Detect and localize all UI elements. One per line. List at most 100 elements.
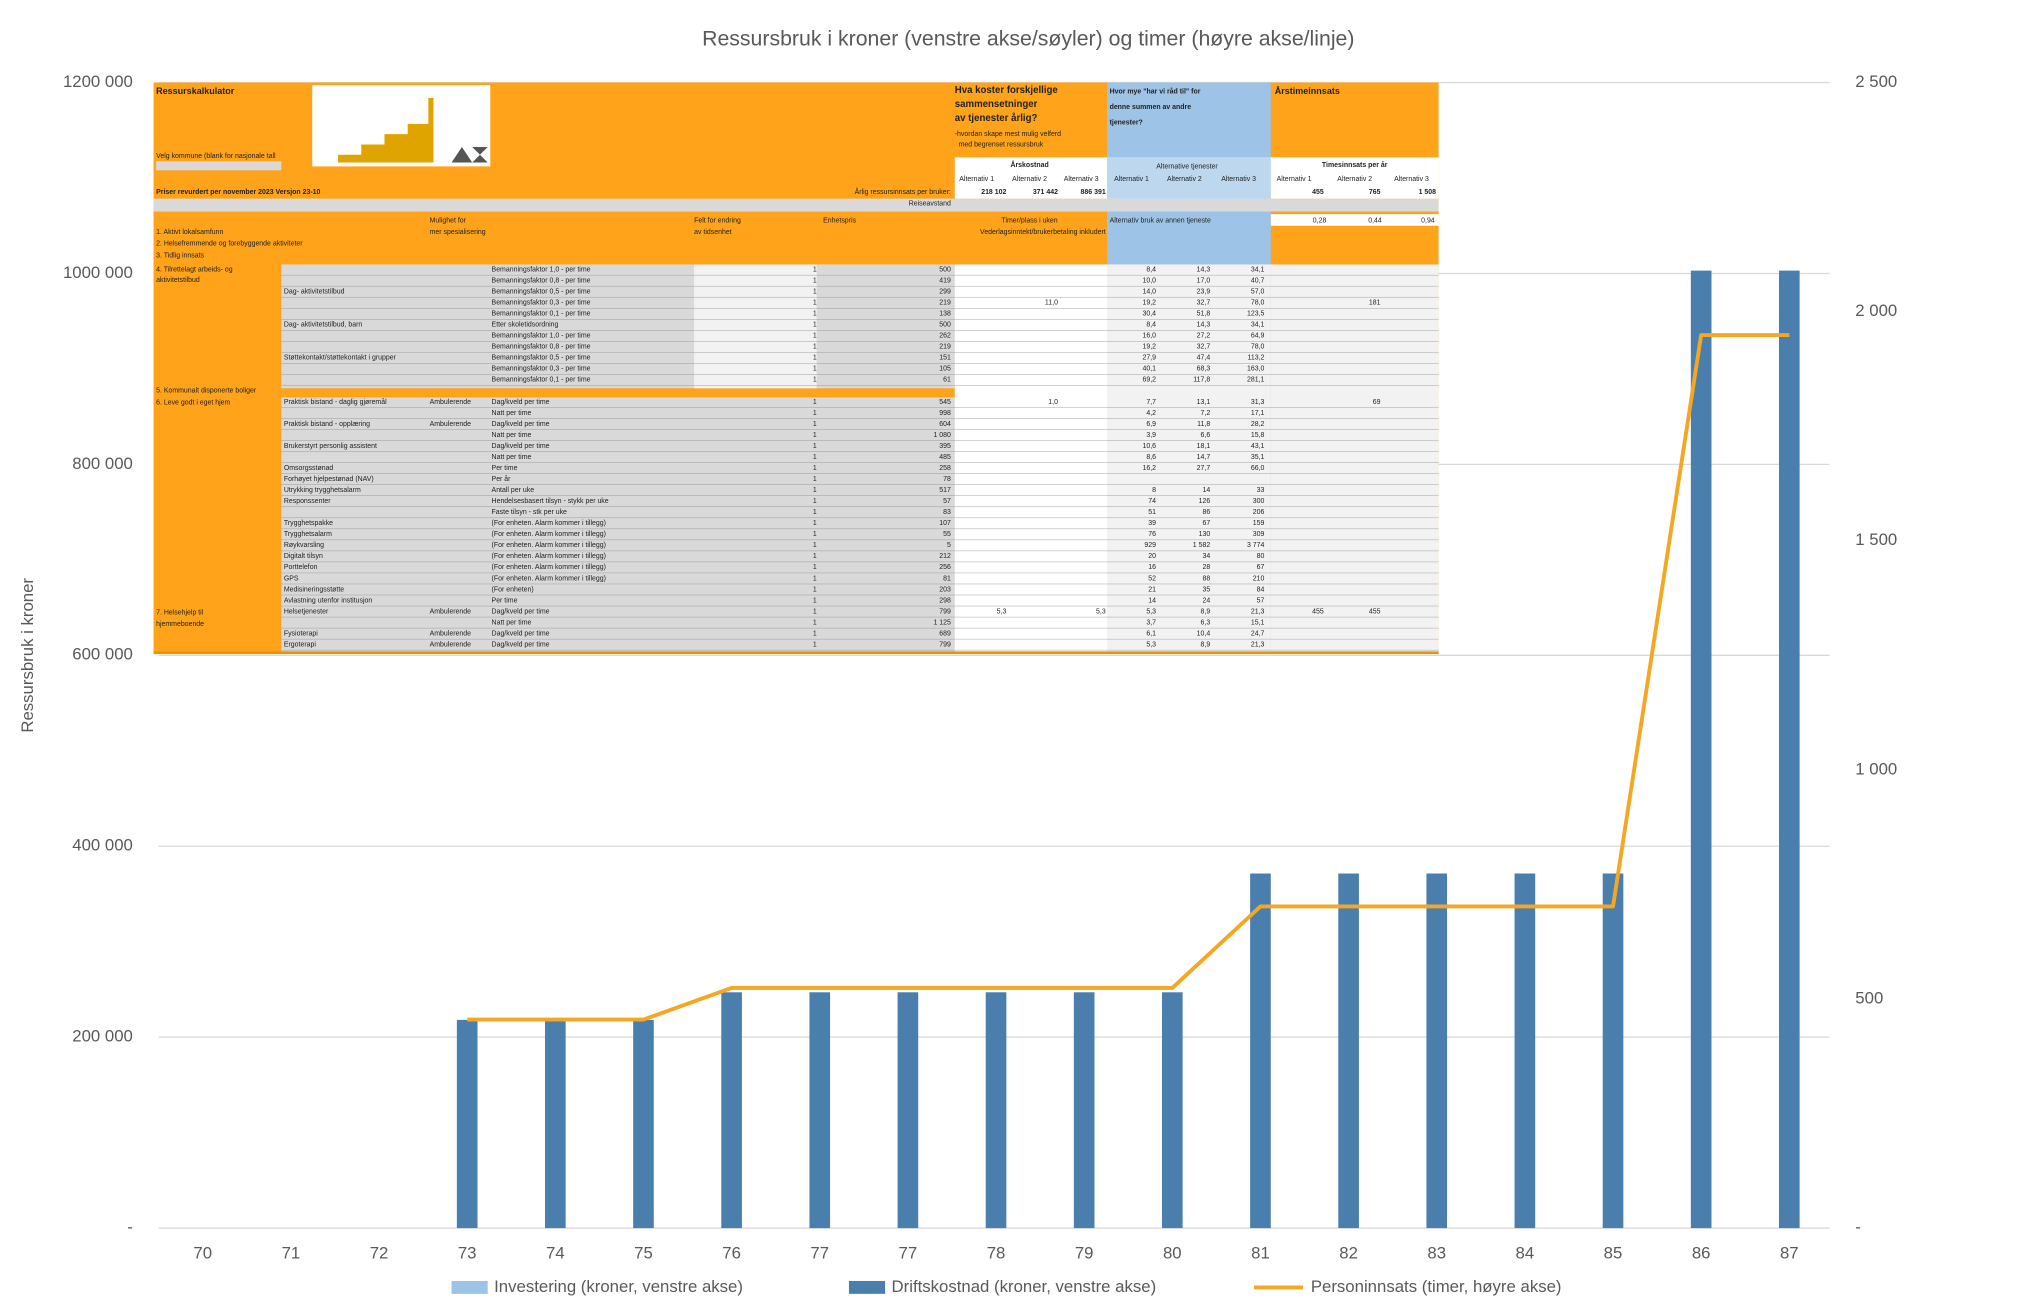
y2-tick-label: 2 500 bbox=[1855, 72, 1897, 91]
cell-alt: 80 bbox=[1257, 553, 1265, 560]
alt-label: Alternativ 2 bbox=[1337, 176, 1372, 183]
cell-alt: 16,0 bbox=[1142, 333, 1156, 340]
cell-unit: Dag/kveld per time bbox=[492, 641, 550, 648]
cell-alt: 300 bbox=[1253, 498, 1265, 505]
cell-qty: 1 bbox=[813, 344, 817, 351]
cell-alt: 34,1 bbox=[1251, 266, 1265, 273]
cell-price: 258 bbox=[939, 465, 951, 472]
cell-price: 299 bbox=[939, 289, 951, 296]
cell-unit: Bemanningsfaktor 0,3 - per time bbox=[492, 300, 591, 307]
cell-qty: 1 bbox=[813, 410, 817, 417]
bar bbox=[1338, 874, 1359, 1229]
cell-qty: 1 bbox=[813, 399, 817, 406]
factor: 0,28 bbox=[1313, 217, 1327, 224]
cell-price: 1 125 bbox=[933, 619, 951, 626]
cell-price: 799 bbox=[939, 608, 951, 615]
cell-unit: Bemanningsfaktor 0,1 - per time bbox=[492, 311, 591, 318]
cell-qty: 1 bbox=[813, 641, 817, 648]
cell-unit: Per time bbox=[492, 597, 518, 604]
select-box[interactable] bbox=[156, 161, 281, 170]
x-tick-label: 77 bbox=[810, 1243, 829, 1262]
cell-qty: 1 bbox=[813, 465, 817, 472]
cell-price: 219 bbox=[939, 300, 951, 307]
cell-price: 298 bbox=[939, 597, 951, 604]
cell-unit: (For enheten. Alarm kommer i tillegg) bbox=[492, 564, 606, 571]
cell-alt: 30,4 bbox=[1142, 311, 1156, 318]
y-axis-title: Ressursbruk i kroner bbox=[18, 578, 37, 733]
cell-alt: 206 bbox=[1253, 509, 1265, 516]
cell-alt: 4,2 bbox=[1146, 410, 1156, 417]
cell-alt: 27,2 bbox=[1197, 333, 1211, 340]
chart-title: Ressursbruk i kroner (venstre akse/søyle… bbox=[702, 27, 1354, 51]
cell-unit: Natt per time bbox=[492, 454, 532, 461]
cell-qty: 1 bbox=[813, 564, 817, 571]
cell-alt: 57 bbox=[1257, 597, 1265, 604]
cell-service: Brukerstyrt personlig assistent bbox=[284, 443, 377, 450]
cell-service: Avlastning utenfor institusjon bbox=[284, 597, 373, 604]
cell-alt: 24,7 bbox=[1251, 630, 1265, 637]
cell-unit: (For enheten. Alarm kommer i tillegg) bbox=[492, 531, 606, 538]
y2-tick-label: 1 500 bbox=[1855, 530, 1897, 549]
bar bbox=[1603, 874, 1624, 1229]
cell-alt: 1 582 bbox=[1193, 542, 1211, 549]
bar bbox=[1074, 992, 1095, 1228]
cell-service: Omsorgsstønad bbox=[284, 465, 334, 472]
cell-price: 500 bbox=[939, 266, 951, 273]
cell-alt: 6,1 bbox=[1146, 630, 1156, 637]
cell-unit: Bemanningsfaktor 0,8 - per time bbox=[492, 344, 591, 351]
cell-price: 57 bbox=[943, 498, 951, 505]
cell-mode: Ambulerende bbox=[430, 421, 471, 428]
cell-service: Fysioterapi bbox=[284, 630, 318, 637]
bar bbox=[809, 992, 830, 1228]
cell-qty: 1 bbox=[813, 421, 817, 428]
cell-alt: 7,2 bbox=[1201, 410, 1211, 417]
cell-unit: Bemanningsfaktor 0,5 - per time bbox=[492, 289, 591, 296]
cell-alt: 88 bbox=[1202, 575, 1210, 582]
cell-mode: Ambulerende bbox=[430, 399, 471, 406]
cell-alt: 34 bbox=[1202, 553, 1210, 560]
cell-qty: 1 bbox=[813, 531, 817, 538]
cell-price: 61 bbox=[943, 377, 951, 384]
cell-qty: 1 bbox=[813, 289, 817, 296]
cell-alt: 8,4 bbox=[1146, 266, 1156, 273]
cell-alt: 78,0 bbox=[1251, 344, 1265, 351]
cell-qty: 1 bbox=[813, 630, 817, 637]
cell-alt: 163,0 bbox=[1247, 366, 1265, 373]
cell-service: Dag- aktivitetstilbud, barn bbox=[284, 322, 363, 329]
chart: Ressursbruk i kroner (venstre akse/søyle… bbox=[0, 0, 2023, 1312]
x-tick-label: 70 bbox=[193, 1243, 212, 1262]
bar bbox=[898, 992, 919, 1228]
annual-cost: 371 442 bbox=[1033, 189, 1058, 196]
cell-unit: Dag/kveld per time bbox=[492, 630, 550, 637]
cell-qty: 1 bbox=[813, 377, 817, 384]
question: sammensetninger bbox=[955, 99, 1038, 110]
col-head: mer spesialisering bbox=[430, 229, 486, 236]
cell-unit: Bemanningsfaktor 1,0 - per time bbox=[492, 266, 591, 273]
cell-alt: 14 bbox=[1202, 487, 1210, 494]
cell-alt: 32,7 bbox=[1197, 344, 1211, 351]
cell-service: Medisineringsstøtte bbox=[284, 586, 344, 593]
section: 6. Leve godt i eget hjem bbox=[156, 399, 230, 406]
cell-unit: Hendelsesbasert tilsyn - stykk per uke bbox=[492, 498, 609, 505]
col-head: Alternativ bruk av annen tjeneste bbox=[1110, 217, 1211, 224]
afford: denne summen av andre bbox=[1110, 104, 1192, 111]
cell-alt: 27,9 bbox=[1142, 355, 1156, 362]
cell-qty: 1 bbox=[813, 366, 817, 373]
cell-service: Praktisk bistand - daglig gjøremål bbox=[284, 398, 387, 406]
cell-alt: 67 bbox=[1257, 564, 1265, 571]
y2-tick-label: - bbox=[1855, 1218, 1861, 1237]
cell-service: Utrykking trygghetsalarm bbox=[284, 487, 361, 494]
cell-unit: Natt per time bbox=[492, 432, 532, 439]
factor: 0,94 bbox=[1421, 217, 1435, 224]
cell-alt: 69,2 bbox=[1142, 377, 1156, 384]
annual-cost: 886 391 bbox=[1081, 189, 1106, 196]
cell-alt: 84 bbox=[1257, 586, 1265, 593]
cell-qty: 1 bbox=[813, 498, 817, 505]
cell-alt: 74 bbox=[1148, 498, 1156, 505]
cell-unit: (For enheten. Alarm kommer i tillegg) bbox=[492, 575, 606, 582]
cell-qty: 1 bbox=[813, 277, 817, 284]
cell-alt: 14,7 bbox=[1197, 454, 1211, 461]
section: 7. Helsehjelp til bbox=[156, 610, 204, 617]
annual-hours: 1 508 bbox=[1419, 189, 1437, 196]
section: 4. Tilrettelagt arbeids- og bbox=[156, 266, 233, 273]
